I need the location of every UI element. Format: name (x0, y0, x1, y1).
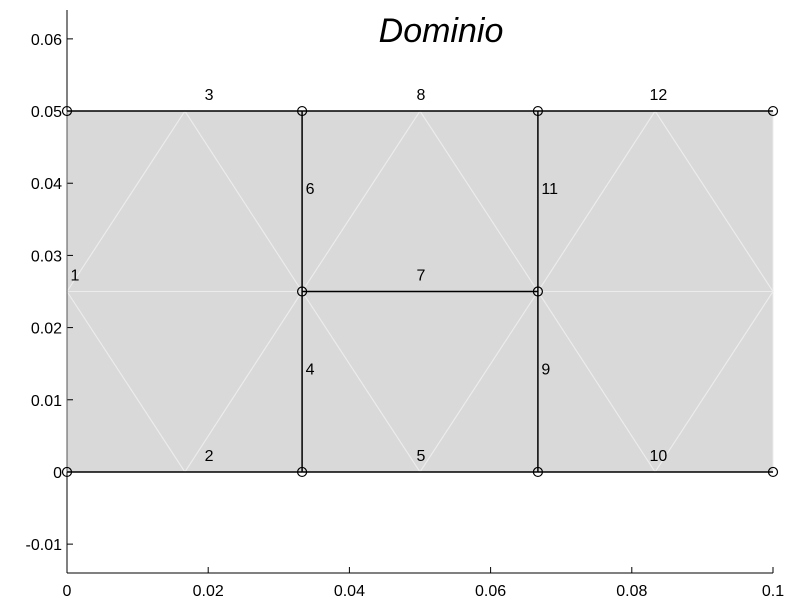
node-marker (296, 466, 308, 478)
edge-label-9: 9 (541, 362, 550, 379)
edge-label-3: 3 (205, 87, 214, 104)
edge-label-10: 10 (649, 448, 667, 465)
node-marker (767, 466, 779, 478)
y-tick-label: 0.02 (31, 321, 62, 338)
edge-label-4: 4 (306, 362, 315, 379)
y-tick-label: 0 (53, 465, 62, 482)
node-layer (61, 105, 779, 478)
y-tick-label: 0.04 (31, 176, 62, 193)
edge-label-7: 7 (416, 268, 425, 285)
chart-title: Dominio (379, 12, 504, 50)
node-marker (61, 466, 73, 478)
edge-label-6: 6 (306, 181, 315, 198)
x-tick-label: 0.06 (475, 583, 506, 600)
node-marker (296, 105, 308, 117)
x-tick-label: 0.08 (616, 583, 647, 600)
edge-label-1: 1 (71, 268, 80, 285)
node-marker (61, 105, 73, 117)
edge-label-2: 2 (205, 448, 214, 465)
axes-layer: 0 0.02 0.04 0.06 0.08 0.1 -0.01 0 0.01 0.02 0.03 0.… (26, 10, 784, 600)
edge-label-8: 8 (416, 87, 425, 104)
edge-layer (66, 110, 773, 473)
edge-label-12: 12 (649, 87, 667, 104)
x-tick-label: 0 (63, 583, 72, 600)
y-tick-label: 0.05 (31, 104, 62, 121)
x-tick-label: 0.1 (762, 583, 784, 600)
y-tick-label: 0.01 (31, 393, 62, 410)
node-marker (767, 105, 779, 117)
y-tick-label: 0.03 (31, 248, 62, 265)
y-tick-label: -0.01 (26, 537, 63, 554)
node-marker (532, 286, 544, 297)
node-marker (532, 105, 544, 117)
x-tick-label: 0.04 (334, 583, 365, 600)
x-tick-label: 0.02 (193, 583, 224, 600)
edge-label-5: 5 (416, 448, 425, 465)
node-marker (532, 466, 544, 478)
edge-label-11: 11 (541, 181, 558, 198)
node-marker (296, 286, 308, 297)
y-tick-label: 0.06 (31, 32, 62, 49)
